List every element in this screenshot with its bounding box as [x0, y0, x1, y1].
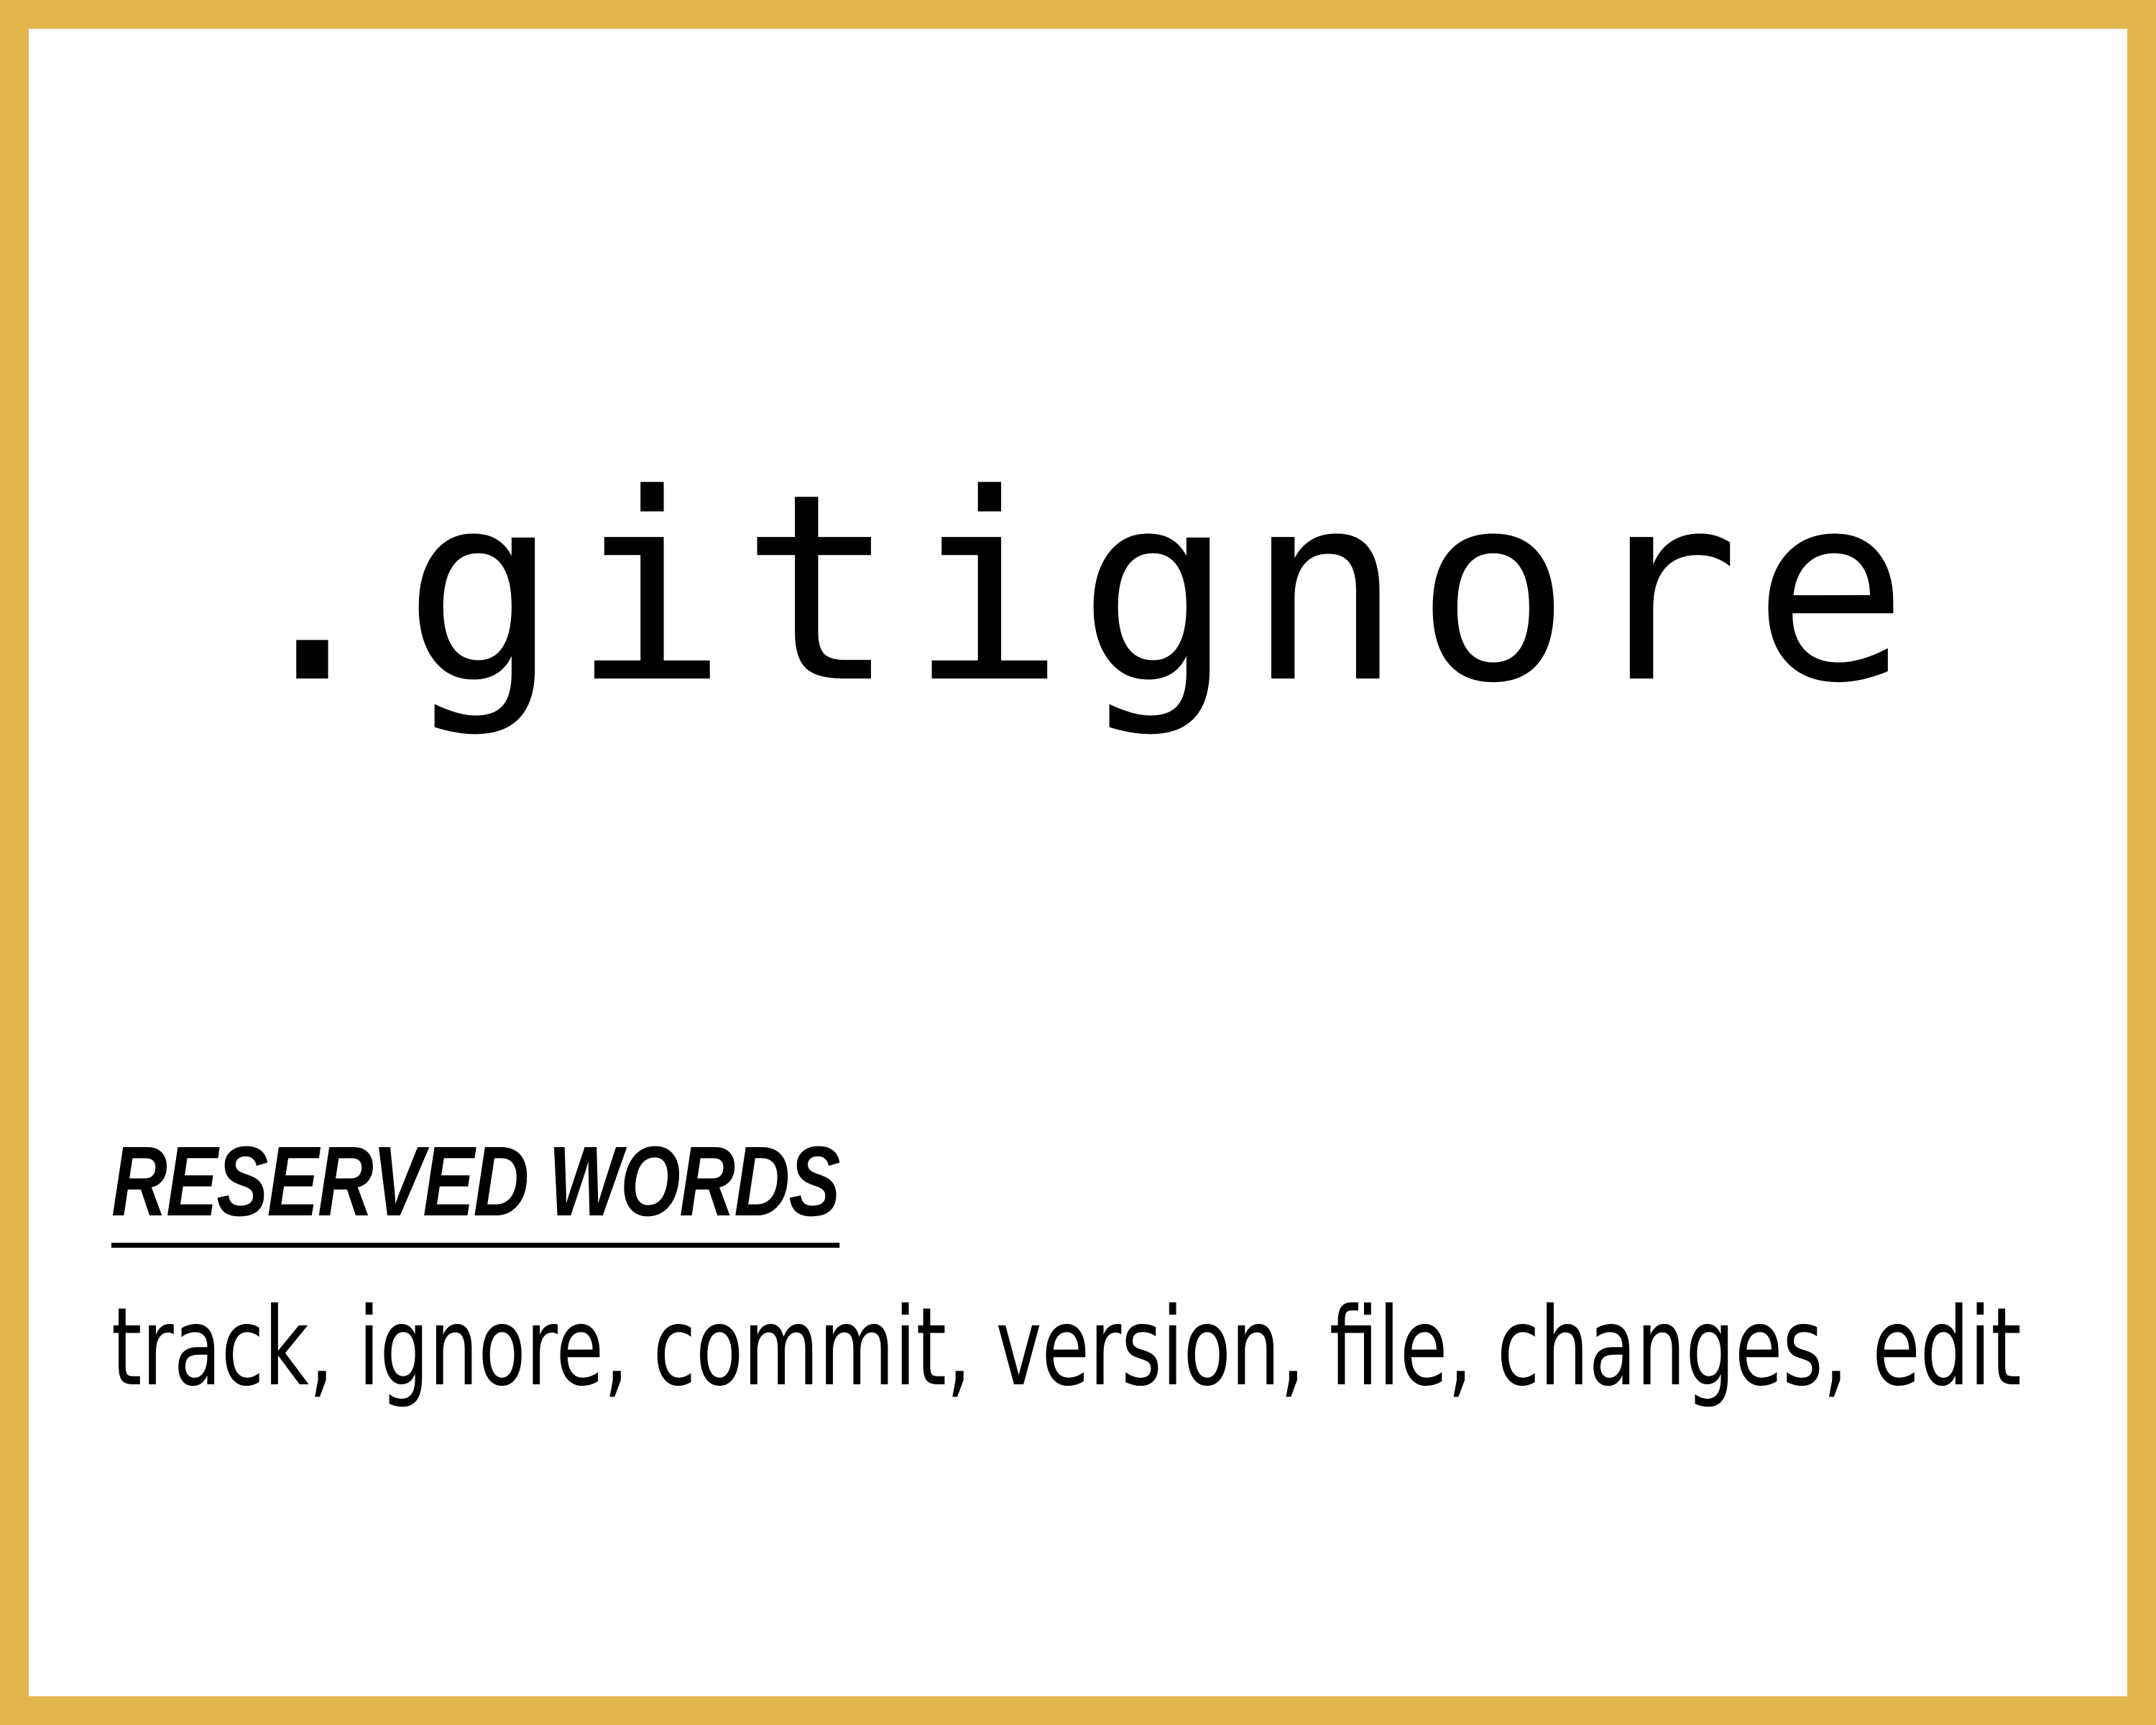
reserved-words-list: track, ignore, commit, version, file, ch… [111, 1285, 2022, 1410]
page-title: .gitignore [234, 438, 1922, 740]
reserved-words-heading: RESERVED WORDS [111, 1132, 840, 1248]
